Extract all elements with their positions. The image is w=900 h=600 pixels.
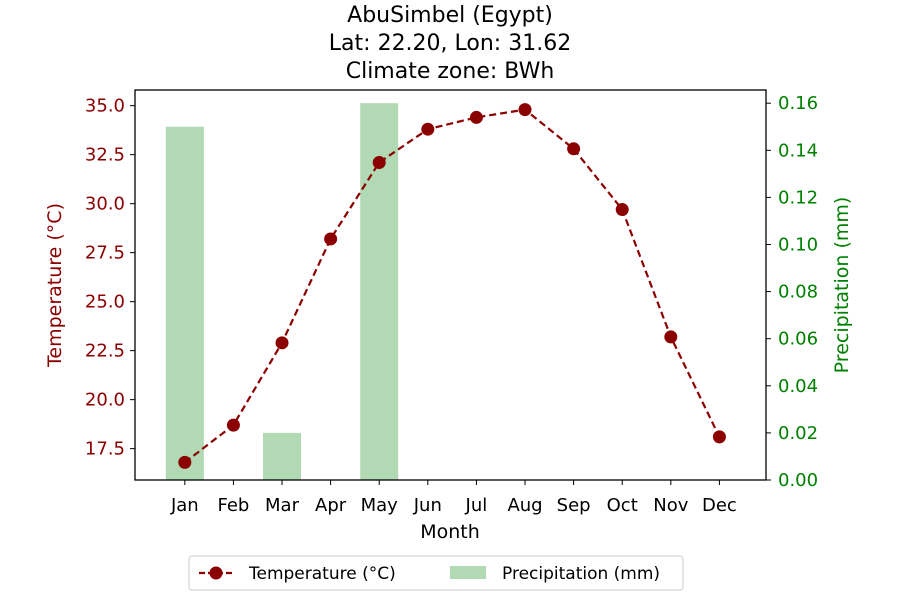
left-tick-label: 20.0 bbox=[85, 390, 125, 411]
x-tick-label: Oct bbox=[607, 495, 638, 516]
x-tick-label: Jan bbox=[170, 495, 199, 516]
right-tick-label: 0.08 bbox=[778, 282, 818, 303]
left-tick-label: 22.5 bbox=[85, 341, 125, 362]
left-axis-ticks: 17.5 20.0 22.5 25.0 27.5 30.0 32.5 35.0 bbox=[85, 96, 135, 460]
left-tick-label: 17.5 bbox=[85, 439, 125, 460]
right-axis-label: Precipitation (mm) bbox=[831, 197, 853, 374]
x-tick-label: May bbox=[361, 495, 399, 516]
temperature-point-sep bbox=[567, 142, 581, 156]
x-tick-label: Jul bbox=[465, 495, 488, 516]
temperature-line bbox=[178, 103, 726, 469]
left-tick-label: 25.0 bbox=[85, 292, 125, 313]
temperature-point-aug bbox=[518, 103, 532, 117]
chart-title: AbuSimbel (Egypt) Lat: 22.20, Lon: 31.62 C… bbox=[329, 3, 571, 84]
x-tick-label: Nov bbox=[653, 495, 688, 516]
right-tick-label: 0.14 bbox=[778, 140, 818, 161]
x-tick-label: Dec bbox=[702, 495, 737, 516]
legend-temperature-label: Temperature (°C) bbox=[248, 564, 396, 584]
x-tick-label: Feb bbox=[217, 495, 249, 516]
temperature-point-feb bbox=[226, 418, 240, 432]
precipitation-bars bbox=[165, 103, 399, 480]
x-tick-label: Jun bbox=[413, 495, 442, 516]
title-line-2: Lat: 22.20, Lon: 31.62 bbox=[329, 31, 571, 56]
x-tick-label: Mar bbox=[265, 495, 300, 516]
legend-precipitation-label: Precipitation (mm) bbox=[502, 564, 660, 584]
precipitation-bar-jan bbox=[165, 126, 204, 480]
temperature-point-oct bbox=[615, 203, 629, 217]
right-tick-label: 0.10 bbox=[778, 234, 818, 255]
x-tick-label: Apr bbox=[315, 495, 347, 516]
legend-precipitation-swatch bbox=[450, 566, 486, 579]
title-line-1: AbuSimbel (Egypt) bbox=[347, 3, 553, 28]
legend-temperature-marker bbox=[209, 566, 223, 580]
legend-box bbox=[188, 555, 684, 591]
x-axis-label: Month bbox=[420, 521, 480, 543]
left-tick-label: 27.5 bbox=[85, 243, 125, 264]
left-tick-label: 35.0 bbox=[85, 96, 125, 117]
right-tick-label: 0.02 bbox=[778, 423, 818, 444]
left-tick-label: 32.5 bbox=[85, 145, 125, 166]
temperature-point-apr bbox=[324, 232, 338, 246]
x-tick-label: Aug bbox=[507, 495, 542, 516]
left-axis-label: Temperature (°C) bbox=[44, 203, 66, 368]
right-tick-label: 0.06 bbox=[778, 329, 818, 350]
temperature-point-dec bbox=[712, 430, 726, 444]
x-tick-label: Sep bbox=[557, 495, 591, 516]
legend: Temperature (°C) Precipitation (mm) bbox=[188, 555, 684, 591]
temperature-point-mar bbox=[275, 336, 289, 350]
temperature-point-nov bbox=[664, 330, 678, 344]
temperature-point-jul bbox=[469, 110, 483, 124]
right-tick-label: 0.04 bbox=[778, 376, 818, 397]
right-tick-label: 0.12 bbox=[778, 187, 818, 208]
temperature-point-jun bbox=[421, 122, 435, 136]
right-tick-label: 0.16 bbox=[778, 93, 818, 114]
plot-frame bbox=[134, 89, 767, 481]
temperature-point-may bbox=[372, 156, 386, 170]
temperature-line-path bbox=[184, 108, 721, 464]
right-tick-label: 0.00 bbox=[778, 470, 818, 491]
left-tick-label: 30.0 bbox=[85, 194, 125, 215]
temperature-point-jan bbox=[178, 455, 192, 469]
x-axis-ticks: Jan Feb Mar Apr May Jun Jul Aug Sep Oct Nov Dec bbox=[170, 480, 737, 516]
precipitation-bar-mar bbox=[263, 432, 302, 480]
title-line-3: Climate zone: BWh bbox=[346, 59, 555, 84]
right-axis-ticks: 0.00 0.02 0.04 0.06 0.08 0.10 0.12 0.14 0.16 bbox=[766, 93, 818, 491]
